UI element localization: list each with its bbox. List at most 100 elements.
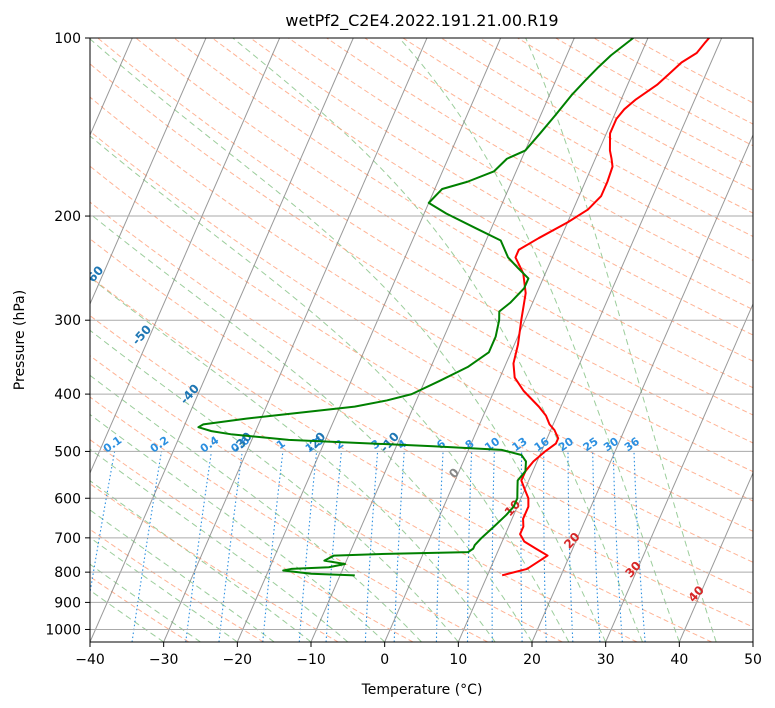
isotherm-line xyxy=(310,38,575,642)
x-tick-label: 20 xyxy=(523,652,541,668)
dry-adiabat-line xyxy=(631,38,753,104)
y-tick-label: 1000 xyxy=(45,622,81,638)
x-tick-label: 0 xyxy=(380,652,389,668)
dry-adiabat-line xyxy=(90,315,638,642)
x-axis-label: Temperature (°C) xyxy=(361,682,483,698)
dry-adiabat-line xyxy=(90,483,339,642)
y-tick-label: 900 xyxy=(54,595,81,611)
isotherm-line xyxy=(605,302,753,642)
cold-isotherm-label: -40 xyxy=(177,381,202,406)
y-tick-label: 400 xyxy=(54,387,81,403)
moist-adiabat-line xyxy=(90,135,570,642)
dry-adiabat-line xyxy=(364,38,753,261)
dry-adiabat-line xyxy=(555,38,753,147)
moist-adiabat-line xyxy=(90,537,238,642)
y-tick-label: 100 xyxy=(54,31,81,47)
cold-isotherm-label: -50 xyxy=(129,322,154,347)
mixing-ratio-line xyxy=(90,451,116,596)
x-tick-label: −20 xyxy=(223,652,253,668)
dry-adiabat-line xyxy=(90,201,753,595)
dry-adiabat-line xyxy=(90,276,712,642)
dry-adiabat-line xyxy=(135,38,753,416)
mixing-ratio-line xyxy=(262,451,284,642)
mixing-ratio-line xyxy=(185,451,212,642)
y-tick-label: 500 xyxy=(54,444,81,460)
dry-adiabat-line xyxy=(90,355,563,642)
x-tick-label: −40 xyxy=(75,652,105,668)
moist-adiabat-line xyxy=(90,374,422,642)
dry-adiabat-line xyxy=(250,38,753,336)
x-tick-label: −30 xyxy=(149,652,179,668)
y-tick-label: 600 xyxy=(54,491,81,507)
moist-adiabat-line xyxy=(232,38,643,642)
mixing-ratio-line xyxy=(592,451,601,642)
isotherm-line xyxy=(531,133,753,642)
dry-adiabat-line xyxy=(90,576,190,642)
isotherm-line xyxy=(0,38,59,642)
temperature-profile-line xyxy=(501,38,710,577)
y-tick-label: 300 xyxy=(54,313,81,329)
isotherm-line xyxy=(90,38,354,642)
mixing-ratio-line xyxy=(364,451,379,642)
mixing-ratio-label: 2 xyxy=(333,437,347,452)
moist-adiabat-line xyxy=(90,413,386,642)
x-tick-label: 50 xyxy=(744,652,762,668)
dry-adiabat-line xyxy=(90,96,753,502)
cold-isotherm-label: -60 xyxy=(81,263,106,288)
isotherm-line xyxy=(678,471,753,642)
moist-adiabat-line xyxy=(525,38,717,642)
moist-adiabat-line xyxy=(90,329,459,642)
mixing-ratio-label: 6 xyxy=(434,437,448,452)
dry-adiabat-line xyxy=(90,130,753,532)
dry-adiabat-line xyxy=(173,38,753,389)
dry-adiabat-line xyxy=(326,38,753,286)
mixing-ratio-line xyxy=(325,451,342,642)
x-tick-label: 10 xyxy=(449,652,467,668)
plot-frame xyxy=(89,37,754,643)
mixing-ratio-label: 8 xyxy=(463,437,477,452)
cold-isotherm-label: -80 xyxy=(0,145,11,170)
warm-isotherm-label: 0 xyxy=(446,465,462,481)
isotherm-line xyxy=(457,38,723,642)
mixing-ratio-line xyxy=(633,451,646,642)
moist-adiabat-line xyxy=(90,213,533,642)
chart-title: wetPf2_C2E4.2022.191.21.00.R19 xyxy=(285,11,558,31)
x-tick-label: −10 xyxy=(296,652,326,668)
moist-adiabat-line xyxy=(398,38,680,642)
pressure-gridlines xyxy=(90,38,753,630)
mixing-ratio-line xyxy=(131,451,163,642)
mixing-ratio-line xyxy=(435,451,444,642)
dry-adiabat-line xyxy=(90,396,488,642)
moist-adiabat-line xyxy=(90,276,496,642)
mixing-ratio-line xyxy=(491,451,495,642)
isotherm-line xyxy=(90,38,207,306)
dry-adiabat-line xyxy=(517,38,753,169)
y-tick-label: 800 xyxy=(54,565,81,581)
moist-adiabat-line xyxy=(90,563,201,642)
moist-adiabat-line xyxy=(90,38,607,642)
moist-adiabat-line xyxy=(90,509,275,642)
dewpoint-profile-line xyxy=(197,38,634,577)
moist-adiabats xyxy=(90,38,717,642)
mixing-ratio-line xyxy=(218,451,243,642)
skewed-isotherms xyxy=(0,38,753,642)
moist-adiabat-line xyxy=(90,480,312,642)
y-tick-label: 700 xyxy=(54,531,81,547)
dry-adiabat-line xyxy=(593,38,753,125)
moist-adiabat-line xyxy=(90,589,164,642)
isotherm-line xyxy=(163,38,428,642)
dry-adiabat-line xyxy=(90,238,753,628)
isotherm-line xyxy=(236,38,502,642)
x-tick-label: 30 xyxy=(597,652,615,668)
mixing-ratio-label: 0.4 xyxy=(198,433,222,455)
y-axis-ticks: 1000 900 800 700 600 500 400 300 200 100 xyxy=(45,31,90,638)
isotherm-line xyxy=(90,38,281,475)
sounding-profiles xyxy=(197,38,710,577)
y-axis-label: Pressure (hPa) xyxy=(12,290,28,390)
isotherm-line xyxy=(384,38,649,642)
dry-adiabat-line xyxy=(97,38,753,444)
x-tick-label: 40 xyxy=(670,652,688,668)
isotherm-line xyxy=(752,640,753,642)
y-tick-label: 200 xyxy=(54,209,81,225)
